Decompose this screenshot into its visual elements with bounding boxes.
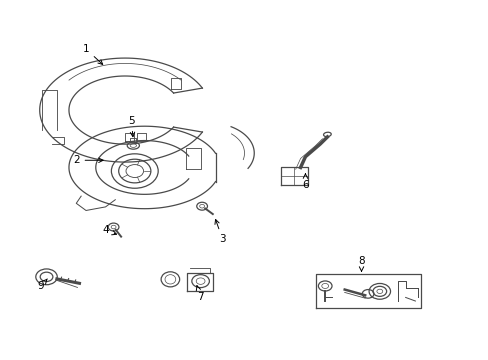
Text: 6: 6 <box>302 174 308 190</box>
Text: 1: 1 <box>82 44 102 64</box>
Text: 4: 4 <box>102 225 116 235</box>
Text: 8: 8 <box>358 256 364 271</box>
Text: 7: 7 <box>196 286 203 302</box>
Text: 2: 2 <box>73 155 103 165</box>
Text: 3: 3 <box>215 220 225 244</box>
Text: 9: 9 <box>38 279 47 291</box>
Text: 5: 5 <box>128 116 134 137</box>
